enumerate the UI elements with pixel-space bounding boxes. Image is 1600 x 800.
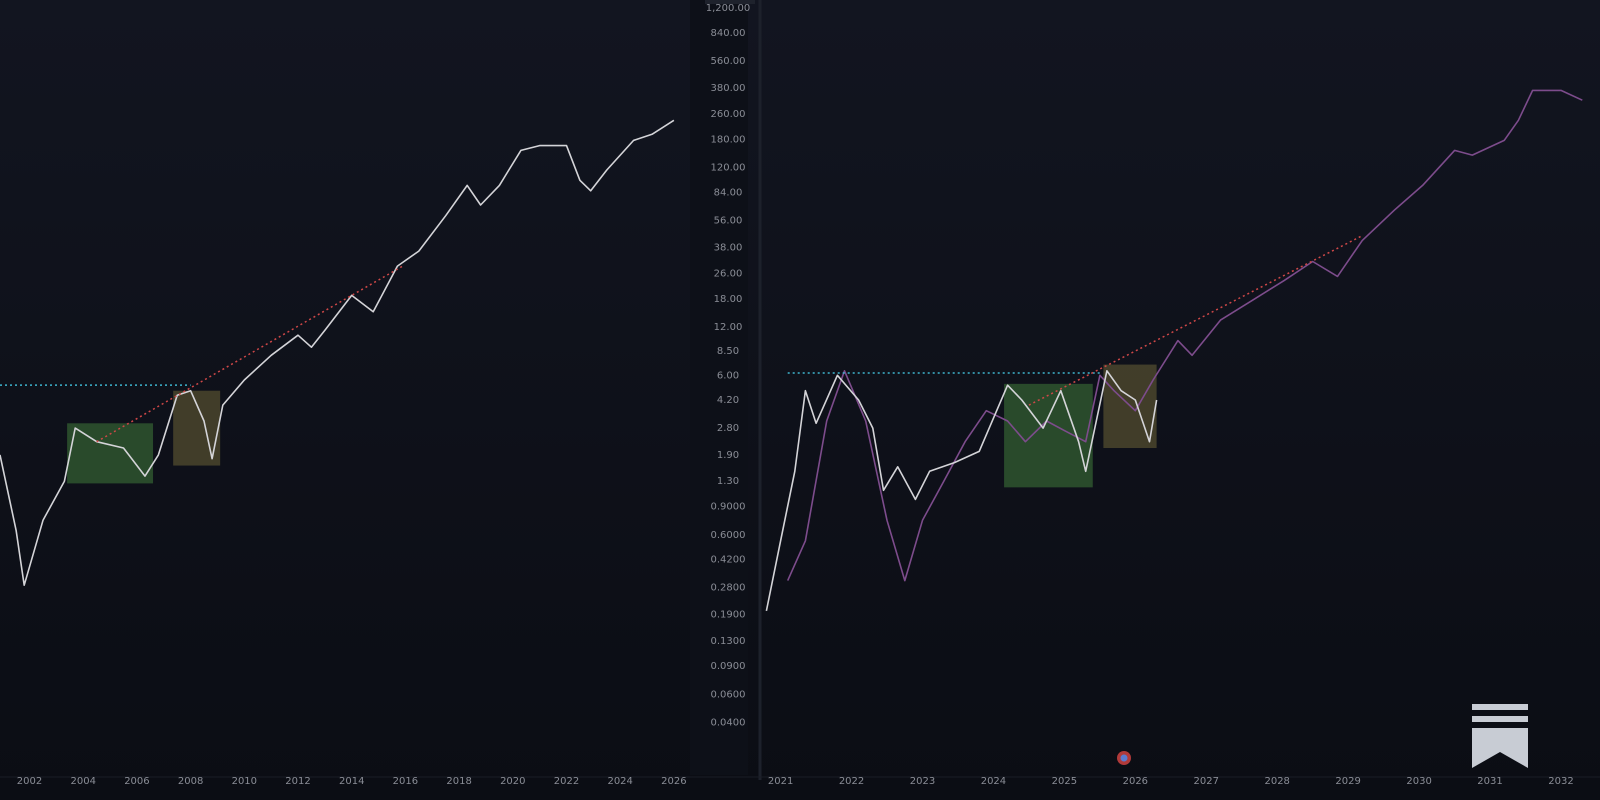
x-tick-label: 2014	[339, 776, 364, 787]
range-box	[67, 423, 154, 484]
x-tick-label: 2024	[981, 776, 1006, 787]
y-tick-label: 0.6000	[711, 530, 746, 541]
y-tick-label: 38.00	[714, 242, 743, 253]
logo-bar	[1472, 716, 1528, 722]
y-tick-label: 180.00	[711, 135, 746, 146]
x-tick-label: 2022	[554, 776, 579, 787]
range-box	[1004, 383, 1093, 488]
top-bar	[705, 0, 755, 4]
y-tick-label: 0.0900	[711, 661, 746, 672]
x-tick-label: 2012	[285, 776, 310, 787]
y-tick-label: 26.00	[714, 269, 743, 280]
y-tick-label: 1.90	[717, 450, 739, 461]
y-tick-label: 0.2800	[711, 583, 746, 594]
dotted-line	[96, 265, 404, 443]
x-tick-label: 2031	[1477, 776, 1502, 787]
price-axis-strip	[690, 0, 748, 775]
y-tick-label: 12.00	[714, 322, 743, 333]
y-tick-label: 0.1300	[711, 636, 746, 647]
x-tick-label: 2026	[1123, 776, 1148, 787]
y-tick-label: 84.00	[714, 187, 743, 198]
x-tick-label: 2018	[446, 776, 471, 787]
y-tick-label: 2.80	[717, 423, 739, 434]
price-line	[765, 370, 1158, 612]
y-tick-label: 560.00	[711, 56, 746, 67]
x-tick-label: 2020	[500, 776, 525, 787]
logo-bookmark	[1472, 728, 1528, 768]
y-tick-label: 6.00	[717, 370, 739, 381]
event-icon-inner	[1120, 754, 1128, 762]
y-tick-label: 4.20	[717, 395, 739, 406]
x-tick-label: 2027	[1194, 776, 1219, 787]
y-tick-label: 0.4200	[711, 555, 746, 566]
logo	[1472, 704, 1528, 768]
x-tick-label: 2008	[178, 776, 203, 787]
x-tick-label: 2004	[71, 776, 96, 787]
x-tick-label: 2010	[232, 776, 257, 787]
y-tick-label: 18.00	[714, 294, 743, 305]
x-tick-label: 2032	[1548, 776, 1573, 787]
y-tick-label: 0.9000	[711, 502, 746, 513]
y-tick-label: 1,200.00	[706, 3, 751, 14]
y-tick-label: 56.00	[714, 216, 743, 227]
logo-bar	[1472, 704, 1528, 710]
y-tick-label: 0.0400	[711, 717, 746, 728]
x-tick-label: 2024	[607, 776, 632, 787]
x-tick-label: 2023	[910, 776, 935, 787]
y-tick-label: 260.00	[711, 109, 746, 120]
x-tick-label: 2016	[393, 776, 418, 787]
y-tick-label: 0.1900	[711, 609, 746, 620]
x-tick-label: 2025	[1052, 776, 1077, 787]
x-tick-label: 2029	[1335, 776, 1360, 787]
x-tick-label: 2022	[839, 776, 864, 787]
price-line	[786, 89, 1583, 582]
y-tick-label: 1.30	[717, 476, 739, 487]
x-tick-label: 2006	[124, 776, 149, 787]
y-tick-label: 120.00	[711, 163, 746, 174]
y-tick-label: 840.00	[711, 28, 746, 39]
y-tick-label: 380.00	[711, 83, 746, 94]
dotted-line	[1028, 234, 1363, 406]
x-tick-label: 2002	[17, 776, 42, 787]
x-tick-label: 2021	[768, 776, 793, 787]
y-tick-label: 0.0600	[711, 689, 746, 700]
x-tick-label: 2028	[1264, 776, 1289, 787]
x-tick-label: 2026	[661, 776, 686, 787]
y-tick-label: 8.50	[717, 346, 739, 357]
x-tick-label: 2030	[1406, 776, 1431, 787]
